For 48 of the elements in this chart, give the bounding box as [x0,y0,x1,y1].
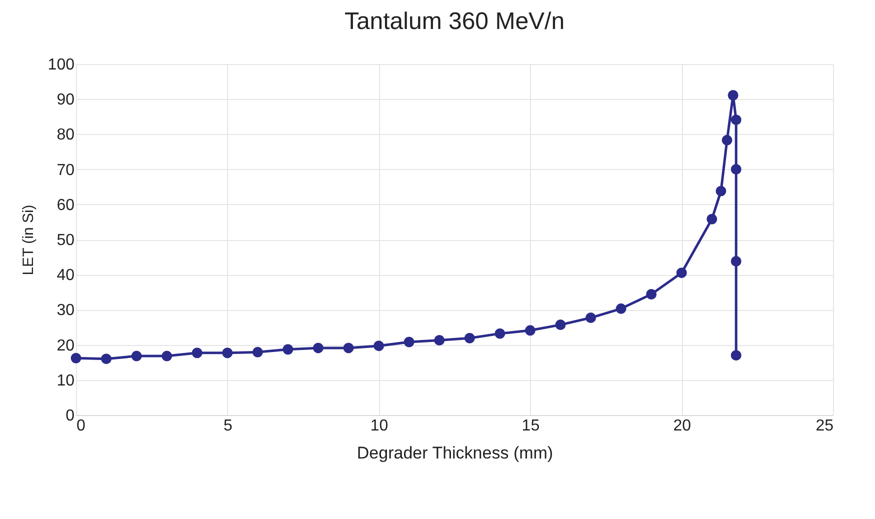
y-tick-label: 70 [56,162,75,179]
point [312,342,324,354]
x-tick-label: 0 [76,418,86,434]
point [252,346,263,358]
y-tick-label: 30 [56,302,75,320]
y-tick-label: 60 [56,196,75,214]
y-tick-label: 40 [56,267,75,284]
x-tick-label: 5 [223,418,232,434]
point [586,312,596,324]
y-tick-label: 100 [48,56,75,74]
x-tick-label: 15 [522,418,540,434]
point [730,256,742,266]
point [716,186,726,196]
y-tick-label: 20 [56,337,75,354]
x-tick-label: 10 [370,418,388,434]
point [222,348,233,358]
point [131,350,142,362]
point [70,352,82,364]
point [101,354,112,364]
y-tick-label: 80 [56,126,75,144]
point [722,134,732,146]
x-tick-label: 20 [673,418,692,434]
y-tick-label: 90 [56,92,75,109]
y-tick-label: 50 [56,232,75,249]
point [524,325,536,336]
point [730,114,742,126]
point [282,344,294,355]
point [162,350,172,362]
point [555,320,566,330]
point [404,336,414,348]
chart-title: Tantalum 360 MeV/n [344,8,565,35]
x-tick-label: 25 [816,418,834,434]
point [494,328,506,339]
point [434,335,445,346]
point [464,332,475,344]
point [728,90,738,100]
point [646,289,657,300]
point [616,303,626,314]
point [343,342,354,354]
x-axis-title: Degrader Thickness (mm) [356,444,554,462]
point [676,268,687,278]
point [192,348,202,358]
y-tick-label: 10 [56,372,75,390]
point [730,164,742,175]
point [706,214,718,224]
point [730,350,742,361]
y-axis-title: LET (in Si) [20,204,37,276]
point [374,340,384,352]
